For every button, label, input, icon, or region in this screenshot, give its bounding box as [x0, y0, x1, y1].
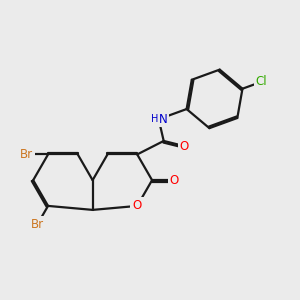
Text: O: O — [170, 174, 179, 187]
Text: O: O — [133, 200, 142, 212]
Text: Br: Br — [20, 148, 33, 161]
Text: Cl: Cl — [256, 75, 267, 88]
Text: N: N — [159, 113, 168, 126]
Text: O: O — [180, 140, 189, 153]
Text: Br: Br — [31, 218, 44, 231]
Text: H: H — [151, 114, 159, 124]
